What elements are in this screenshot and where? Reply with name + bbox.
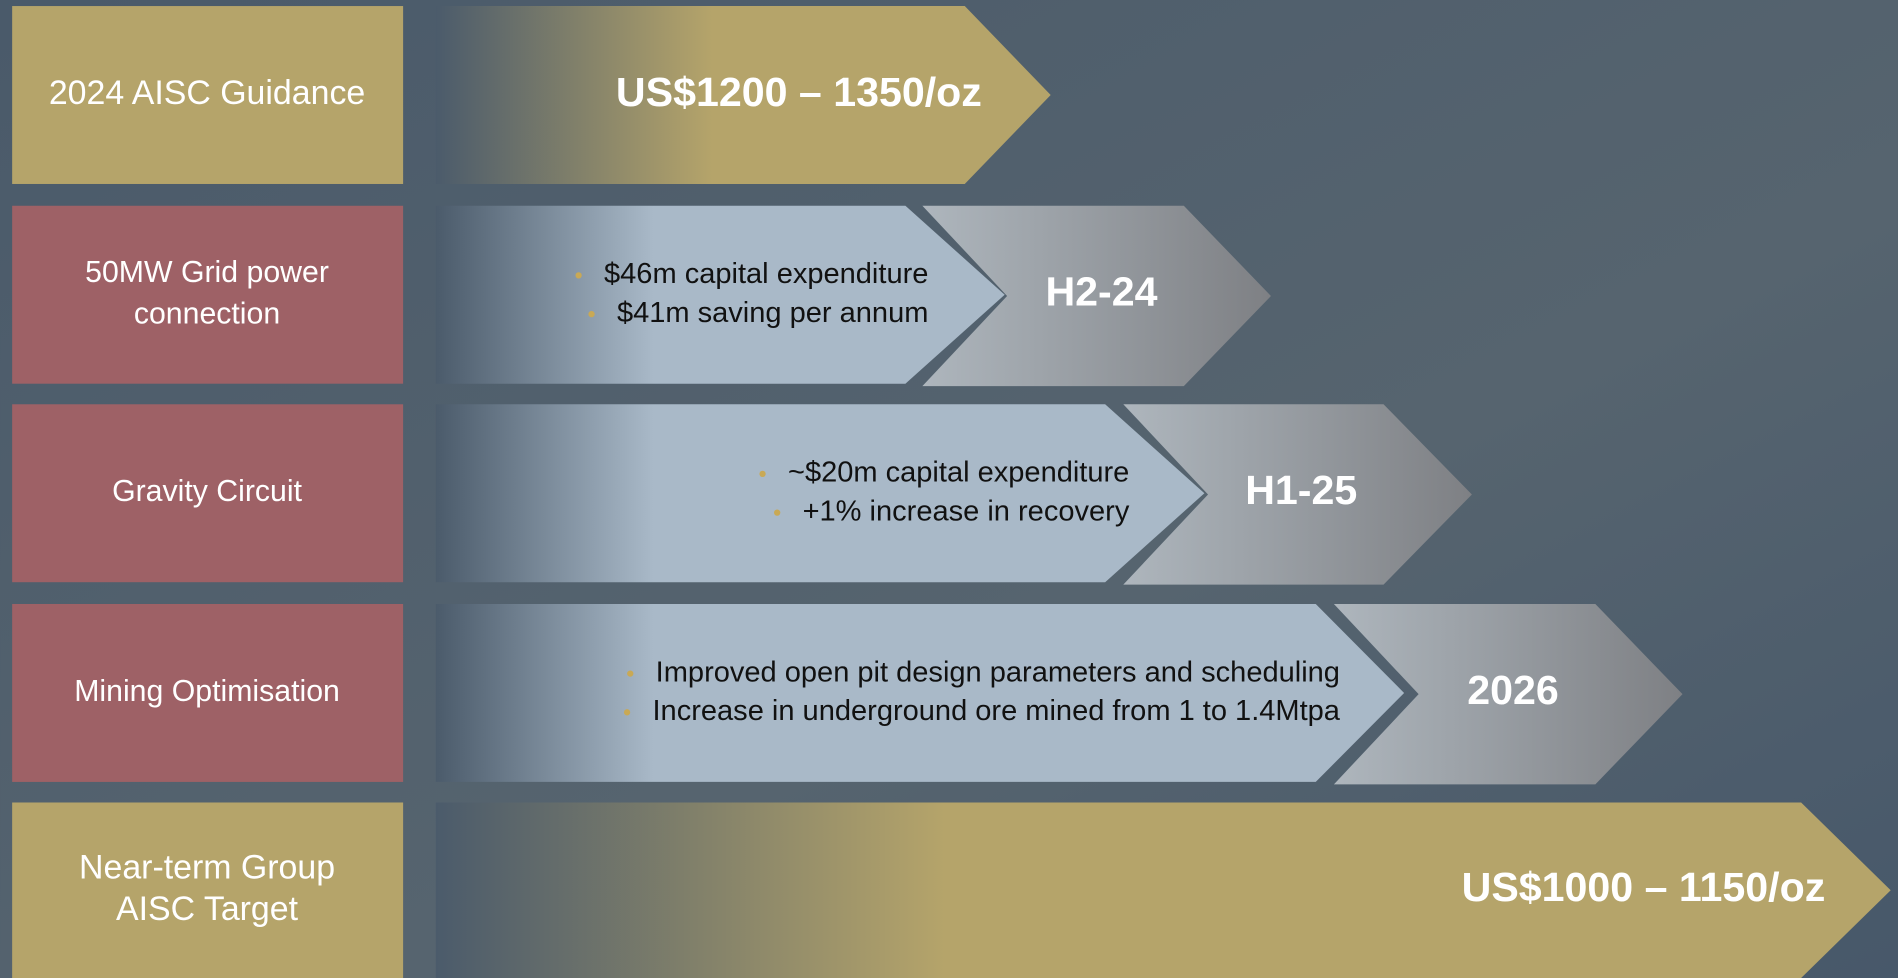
bullet-text: Improved open pit design parameters and …	[656, 656, 1340, 688]
row-label: Gravity Circuit	[112, 475, 303, 508]
row-label: Mining Optimisation	[74, 675, 340, 708]
slide: 2024 AISC Guidance US$1200 – 1350/oz 50MW …	[0, 0, 1898, 978]
row-label: Near-term Group	[79, 849, 335, 887]
row-label: AISC Target	[116, 890, 299, 928]
value-text: US$1200 – 1350/oz	[616, 69, 982, 115]
bullet-dot	[759, 471, 765, 477]
row-label: 2024 AISC Guidance	[49, 74, 365, 112]
bullet-text: ~$20m capital expenditure	[788, 457, 1129, 489]
detail-arrow	[436, 206, 1005, 384]
bullet-text: Increase in underground ore mined from 1…	[652, 695, 1340, 727]
row-label-box	[12, 206, 403, 384]
row-label: connection	[134, 297, 280, 330]
bullet-dot	[774, 509, 780, 515]
detail-arrow	[436, 404, 1205, 582]
bullet-text: $41m saving per annum	[617, 297, 928, 329]
bullet-text: +1% increase in recovery	[803, 495, 1130, 527]
row-label: 50MW Grid power	[85, 256, 329, 289]
bullet-dot	[575, 272, 581, 278]
timing-text: 2026	[1467, 667, 1559, 713]
detail-arrow	[436, 604, 1404, 782]
timing-text: H2-24	[1045, 269, 1157, 315]
bullet-dot	[588, 311, 594, 317]
value-text: US$1000 – 1150/oz	[1462, 864, 1826, 910]
bullet-text: $46m capital expenditure	[604, 258, 928, 290]
timing-text: H1-25	[1245, 467, 1357, 513]
page: 2024 AISC Guidance US$1200 – 1350/oz 50MW …	[0, 0, 1898, 978]
bullet-dot	[627, 670, 633, 676]
bullet-dot	[624, 709, 630, 715]
